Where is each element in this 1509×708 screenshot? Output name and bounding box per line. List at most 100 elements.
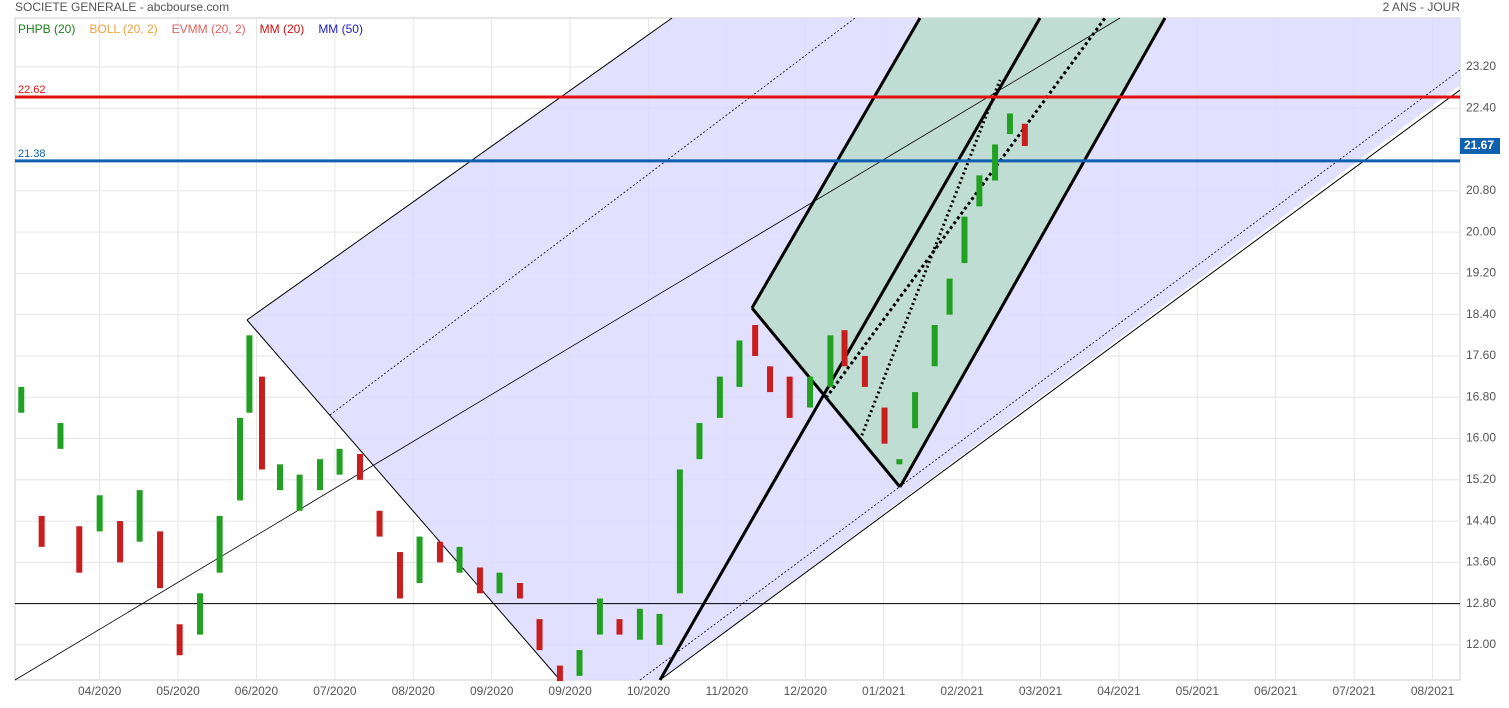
candle (827, 335, 834, 387)
candle (117, 521, 124, 563)
candle (961, 216, 968, 264)
legend-entry: MM (50) (318, 22, 363, 36)
candle (476, 567, 483, 594)
y-tick-label: 18.40 (1466, 307, 1496, 321)
y-tick-label: 20.80 (1466, 183, 1496, 197)
channel-line (659, 89, 1461, 681)
candle (881, 407, 888, 444)
level-label: 22.62 (18, 84, 46, 96)
x-tick-label: 05/2021 (1176, 684, 1220, 698)
x-tick-label: 05/2020 (156, 684, 200, 698)
candle (596, 598, 603, 635)
candle (1021, 123, 1028, 146)
channel-line (14, 17, 1121, 681)
candle (752, 325, 759, 356)
legend-entry: MM (20) (260, 22, 305, 36)
y-tick-label: 14.40 (1466, 513, 1496, 527)
candle (197, 593, 204, 635)
candle (216, 515, 223, 573)
candle (316, 459, 323, 491)
candle (946, 278, 953, 315)
candle (18, 386, 25, 413)
candle (416, 536, 423, 583)
candle (516, 582, 523, 599)
channel-line (750, 17, 922, 309)
candle (76, 526, 83, 573)
candle (296, 474, 303, 511)
candle (896, 459, 903, 465)
candle (356, 454, 363, 480)
candle (636, 608, 643, 640)
x-tick-label: 08/2020 (392, 684, 436, 698)
y-tick-label: 15.20 (1466, 472, 1496, 486)
x-tick-label: 06/2020 (235, 684, 279, 698)
candle (976, 175, 983, 207)
candle (57, 423, 64, 449)
candle (696, 423, 703, 460)
x-tick-label: 07/2020 (313, 684, 357, 698)
candle (277, 464, 284, 491)
candle (861, 355, 868, 387)
candle (246, 335, 253, 413)
x-tick-label: 04/2020 (78, 684, 122, 698)
candle (96, 495, 103, 532)
candle (157, 531, 164, 589)
legend-entry: PHPB (20) (18, 22, 75, 36)
candle (176, 624, 183, 656)
candle (807, 376, 814, 408)
x-tick-label: 06/2021 (1254, 684, 1298, 698)
x-tick-label: 12/2020 (784, 684, 828, 698)
channel-line (246, 17, 673, 321)
channel-line (824, 17, 1107, 399)
candle (767, 366, 774, 393)
candle (536, 619, 543, 651)
pitchfork-inner-area (752, 18, 1165, 487)
candle (237, 417, 244, 501)
candle (992, 144, 999, 181)
candle (912, 392, 919, 429)
channel-line (858, 79, 1002, 441)
candle (1006, 113, 1013, 135)
y-tick-label: 22.40 (1466, 100, 1496, 114)
y-tick-label: 16.80 (1466, 389, 1496, 403)
marks (15, 95, 1460, 682)
y-tick-label: 17.60 (1466, 348, 1496, 362)
chart-title: SOCIETE GENERALE - abcbourse.com (15, 0, 229, 14)
last-price-box (1460, 137, 1500, 154)
candle (136, 490, 143, 542)
y-tick-label: 12.80 (1466, 596, 1496, 610)
candle (496, 572, 503, 594)
last-price-label: 21.67 (1464, 138, 1494, 152)
candle (736, 340, 743, 387)
candle (436, 541, 443, 563)
x-tick-label: 02/2021 (940, 684, 984, 698)
x-tick-label: 10/2020 (627, 684, 671, 698)
candle (616, 619, 623, 635)
candle (656, 613, 663, 645)
candle (396, 552, 403, 599)
channel-line (246, 319, 561, 681)
candle (376, 510, 383, 537)
legend: PHPB (20) BOLL (20, 2) EVMM (20, 2) MM (20)… (18, 22, 363, 36)
candle (786, 376, 793, 418)
y-tick-label: 20.00 (1466, 224, 1496, 238)
candle (931, 325, 938, 367)
candle (456, 546, 463, 573)
y-tick-label: 23.20 (1466, 59, 1496, 73)
candle (841, 330, 848, 367)
x-tick-label: 07/2021 (1332, 684, 1376, 698)
x-tick-label: 04/2021 (1097, 684, 1141, 698)
candle (258, 376, 265, 470)
y-tick-label: 16.00 (1466, 431, 1496, 445)
y-tick-label: 19.20 (1466, 266, 1496, 280)
x-tick-label: 11/2020 (706, 684, 749, 698)
y-tick-label: 12.00 (1466, 637, 1496, 651)
candle (576, 650, 583, 676)
candle (336, 448, 343, 475)
level-label: 21.38 (18, 148, 46, 160)
x-tick-label: 01/2021 (862, 684, 906, 698)
chart-subtitle: 2 ANS - JOUR (1383, 0, 1461, 14)
candle (716, 376, 723, 418)
